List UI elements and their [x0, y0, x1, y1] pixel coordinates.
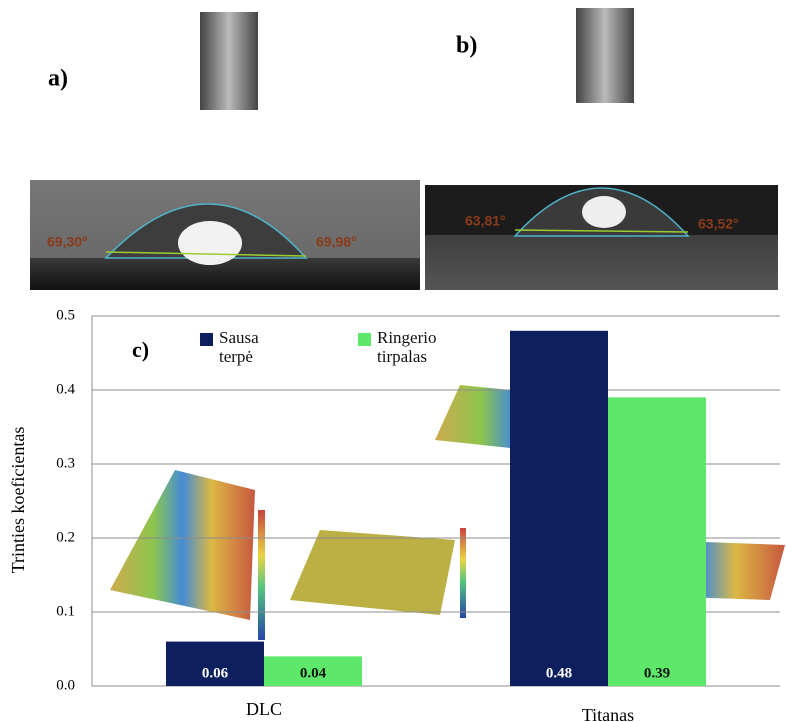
- panel-label: b): [456, 33, 477, 59]
- x-tick-label: Titanas: [582, 705, 634, 722]
- legend-label: Sausa terpė: [219, 328, 289, 366]
- angle-label: 69,98°: [316, 234, 357, 250]
- angle-label: 69,30°: [47, 234, 88, 250]
- bar: [608, 397, 706, 686]
- legend-label: Ringerio tirpalas: [377, 328, 447, 366]
- bar: [510, 331, 608, 686]
- legend-swatch: [358, 333, 371, 346]
- value-label: 0.39: [644, 665, 670, 681]
- legend-swatch: [200, 333, 213, 346]
- y-tick-label: 0.5: [56, 307, 75, 323]
- y-tick-label: 0.1: [56, 603, 75, 619]
- y-tick-label: 0.4: [56, 381, 75, 397]
- photo-b: b) 63,81° 63,52°: [425, 8, 778, 290]
- photo-a: a) 69,30° 69,98°: [30, 12, 420, 290]
- y-tick-label: 0.3: [56, 455, 75, 471]
- angle-label: 63,52°: [698, 216, 739, 232]
- figure: a) 69,30° 69,98° b) 63,81° 63,52° c) Tri…: [0, 0, 786, 722]
- panel-label: a): [48, 66, 68, 92]
- angle-label: 63,81°: [465, 213, 506, 229]
- value-label: 0.04: [300, 665, 327, 681]
- x-tick-label: DLC: [246, 699, 282, 719]
- y-axis-label: Trinties koeficientas: [8, 427, 28, 574]
- y-tick-label: 0.0: [56, 677, 75, 693]
- value-label: 0.06: [202, 665, 229, 681]
- y-tick-label: 0.2: [56, 529, 75, 545]
- value-label: 0.48: [546, 665, 572, 681]
- panel-label: c): [132, 337, 149, 362]
